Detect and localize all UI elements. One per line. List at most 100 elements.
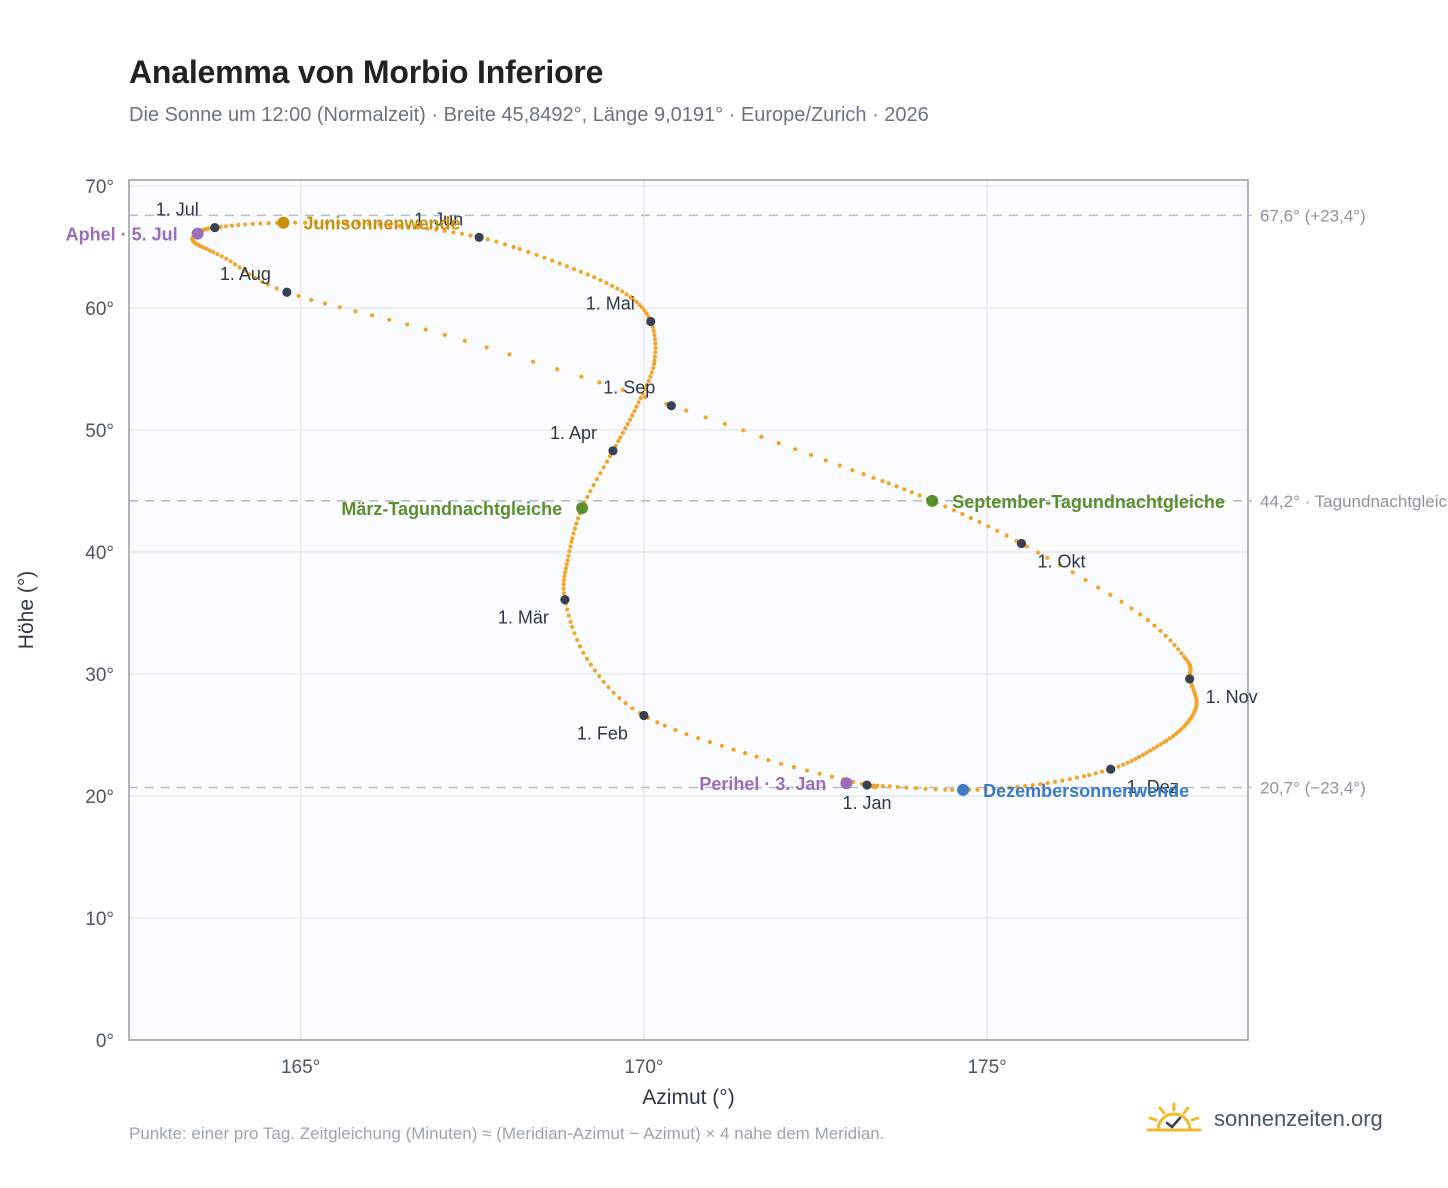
daily-dot — [1168, 638, 1173, 643]
daily-dot — [1144, 750, 1149, 755]
x-tick-label: 175° — [967, 1057, 1006, 1078]
sun-check-logo-icon — [1146, 1102, 1202, 1132]
daily-dot — [610, 283, 615, 288]
daily-dot — [778, 761, 784, 766]
daily-dot — [218, 224, 223, 229]
x-tick-label: 170° — [624, 1057, 663, 1078]
daily-dot — [598, 278, 603, 283]
month-marker — [1016, 538, 1027, 549]
y-axis-label: Höhe (°) — [15, 571, 38, 649]
special-points: Junisonnenwende Aphel · 5. Jul März-Tagund… — [66, 214, 1225, 801]
daily-dot — [566, 553, 571, 558]
month-label: 1. Sep — [603, 378, 655, 398]
month-marker — [210, 222, 220, 233]
daily-dot — [1152, 623, 1157, 628]
daily-dot — [204, 246, 209, 251]
daily-dot — [581, 650, 586, 655]
daily-dot — [236, 222, 241, 228]
daily-dot — [887, 784, 892, 789]
daily-dot — [223, 224, 229, 229]
daily-dot — [367, 221, 372, 226]
daily-dot — [731, 747, 736, 752]
daily-dot — [615, 286, 620, 291]
daily-dot — [933, 787, 938, 792]
daily-dot — [561, 578, 567, 583]
daily-dot — [1155, 744, 1160, 749]
daily-dot — [542, 255, 547, 260]
daily-dot — [652, 358, 657, 363]
daily-dot — [880, 783, 885, 789]
daily-dot — [904, 785, 909, 790]
daily-dot — [211, 250, 216, 255]
daily-dot — [754, 754, 759, 759]
daily-dot — [634, 299, 639, 304]
daily-dot — [1093, 771, 1098, 776]
daily-dot — [562, 574, 567, 579]
daily-dot — [684, 732, 689, 737]
x-tick-label: 165° — [281, 1057, 320, 1078]
daily-dot — [741, 428, 746, 433]
special-point-label: Dezembersonnenwende — [983, 781, 1189, 801]
daily-dot — [1140, 752, 1146, 757]
daily-dot — [557, 261, 562, 266]
daily-dot — [468, 233, 473, 238]
daily-dot — [983, 787, 988, 792]
special-point-label: März-Tagundnachtgleiche — [341, 499, 562, 519]
daily-dot — [1038, 782, 1043, 787]
daily-dot — [309, 297, 314, 302]
plot-frame — [128, 179, 1249, 1041]
daily-dot — [923, 786, 928, 791]
daily-dot — [759, 434, 764, 439]
daily-dot — [423, 327, 428, 332]
axis-ticks: 165° 170° 175° 0° 10° 20° 30° 40° 50° 60° 70° — [85, 177, 1007, 1078]
daily-dot — [793, 447, 798, 452]
daily-dot — [644, 383, 649, 388]
daily-dot — [871, 475, 876, 480]
daily-dot — [1083, 577, 1088, 583]
daily-dot — [1045, 555, 1050, 560]
daily-dot — [943, 787, 948, 792]
daily-dot — [653, 337, 658, 342]
daily-dot — [1173, 731, 1178, 737]
daily-dot — [588, 489, 593, 494]
daily-dot — [242, 268, 247, 273]
daily-dot — [571, 531, 576, 536]
daily-dot — [433, 227, 439, 232]
daily-dot — [563, 570, 568, 575]
daily-dot — [623, 426, 628, 431]
daily-dot — [416, 225, 421, 230]
daily-dot — [1129, 758, 1134, 764]
month-label: 1. Aug — [220, 264, 271, 284]
chart-title: Analemma von Morbio Inferiore — [129, 54, 604, 90]
daily-dot — [632, 409, 637, 414]
daily-dot — [597, 380, 602, 385]
month-label: 1. Jun — [414, 209, 463, 229]
daily-dot — [743, 751, 748, 756]
month-label: 1. Feb — [577, 724, 628, 744]
daily-dot — [1070, 570, 1075, 575]
y-tick-label: 50° — [85, 421, 114, 442]
daily-dot — [387, 317, 392, 322]
daily-dot — [531, 359, 536, 364]
chart-subtitle: Die Sonne um 12:00 (Normalzeit) · Breite… — [129, 104, 929, 126]
special-point — [576, 502, 589, 515]
daily-dot — [623, 701, 628, 706]
daily-dot — [502, 242, 508, 247]
daily-dot — [598, 471, 603, 476]
special-point-label: Perihel · 3. Jan — [699, 774, 826, 794]
daily-dot — [293, 220, 298, 225]
daily-dot — [303, 220, 308, 225]
daily-dot — [569, 539, 574, 544]
month-marker — [282, 287, 292, 297]
month-label: 1. Jul — [156, 200, 199, 220]
daily-dot — [274, 286, 279, 291]
month-marker — [474, 232, 484, 242]
month-label: 1. Okt — [1037, 552, 1085, 572]
daily-dot — [861, 472, 866, 477]
daily-dot — [696, 736, 701, 741]
daily-dot — [627, 417, 633, 422]
daily-dot — [1148, 748, 1153, 753]
daily-dot — [1074, 775, 1080, 780]
daily-dot — [637, 302, 642, 307]
daily-dot — [1116, 764, 1121, 769]
